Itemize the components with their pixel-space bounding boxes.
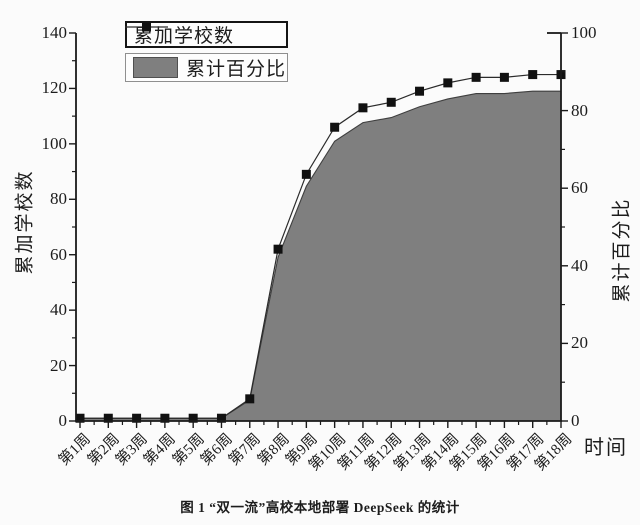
data-marker — [443, 78, 453, 88]
y-left-tick-label: 20 — [50, 355, 67, 375]
y-right-tick-label: 100 — [571, 23, 597, 42]
data-marker — [75, 413, 85, 423]
data-marker — [132, 413, 142, 423]
data-marker — [471, 72, 481, 82]
y-right-tick-label: 40 — [571, 255, 588, 275]
x-axis-title: 时间 — [584, 437, 628, 459]
data-marker — [273, 244, 283, 254]
data-marker — [103, 413, 113, 423]
y-left-tick-label: 100 — [41, 133, 68, 153]
legend: 累加学校数 累计百分比 — [125, 21, 288, 87]
data-marker — [160, 413, 170, 423]
data-marker — [358, 103, 368, 113]
data-marker — [188, 413, 198, 423]
y-left-tick-label: 140 — [41, 23, 68, 42]
y-left-tick-label: 40 — [50, 300, 67, 320]
school-line-series — [80, 73, 561, 419]
y-right-tick-label: 0 — [571, 411, 580, 430]
y-right-tick-label: 60 — [571, 178, 588, 198]
left-axis-title: 累加学校数 — [14, 169, 36, 275]
y-left-tick-label: 120 — [41, 78, 68, 98]
legend-entry-percent: 累计百分比 — [125, 53, 288, 82]
data-marker — [386, 97, 396, 107]
y-right-tick-label: 20 — [571, 333, 588, 353]
data-marker — [301, 169, 311, 179]
right-axis-title: 累计百分比 — [611, 197, 633, 303]
legend-label-schools: 累加学校数 — [134, 26, 235, 47]
data-marker — [528, 70, 538, 80]
legend-entry-schools: 累加学校数 — [125, 21, 288, 48]
area-series — [80, 91, 561, 421]
data-marker — [330, 122, 340, 132]
data-marker — [216, 413, 226, 423]
y-left-tick-label: 0 — [58, 411, 68, 430]
figure-caption: 图 1 “双一流”高校本地部署 DeepSeek 的统计 — [180, 500, 460, 515]
y-left-tick-label: 80 — [50, 189, 67, 209]
legend-label-percent: 累计百分比 — [186, 59, 287, 80]
line-marker-swatch-icon — [125, 22, 168, 32]
data-marker — [245, 394, 255, 404]
data-marker — [499, 72, 509, 82]
area-swatch-icon — [133, 57, 178, 78]
y-left-tick-label: 60 — [50, 244, 67, 264]
data-marker — [415, 86, 425, 96]
y-right-tick-label: 80 — [571, 100, 588, 120]
